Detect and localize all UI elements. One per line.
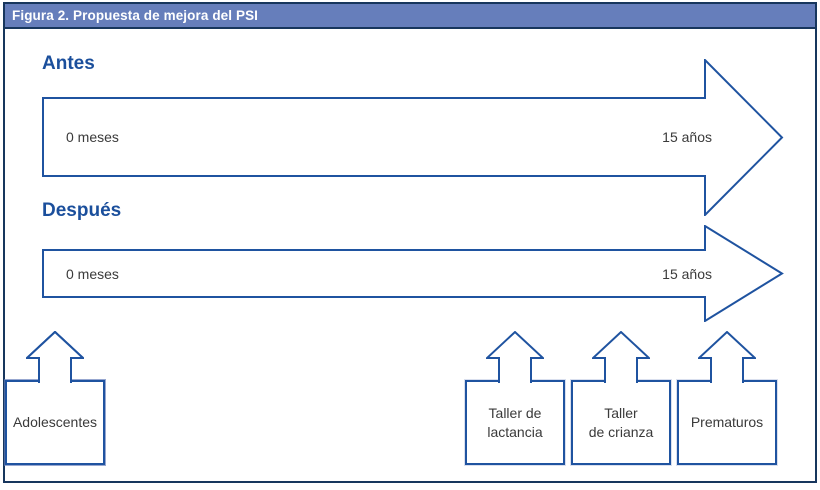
program-taller-crianza: Taller de crianza	[571, 331, 671, 465]
timeline-start-label: 0 meses	[66, 129, 119, 145]
up-arrow-icon	[698, 331, 756, 383]
program-prematuros: Prematuros	[677, 331, 777, 465]
timeline-end-label: 15 años	[662, 129, 712, 145]
right-arrow-icon	[42, 225, 784, 322]
program-box: Adolescentes	[5, 380, 105, 465]
figure-caption: Propuesta de mejora del PSI	[69, 8, 259, 23]
figure-frame: Figura 2. Propuesta de mejora del PSI An…	[3, 2, 817, 483]
program-box: Prematuros	[677, 380, 777, 465]
timeline-despues-title: Después	[42, 200, 122, 221]
program-label: Prematuros	[690, 414, 764, 431]
timeline-antes: 0 meses 15 años	[42, 59, 784, 216]
program-label: Adolescentes	[12, 414, 98, 431]
program-box: Taller de lactancia	[465, 380, 565, 465]
up-arrow-icon	[486, 331, 544, 383]
timeline-despues: 0 meses 15 años	[42, 225, 784, 322]
up-arrow-icon	[592, 331, 650, 383]
right-arrow-icon	[42, 59, 784, 216]
figure-body: Antes 0 meses 15 años Después 0 meses 15…	[5, 29, 815, 479]
program-box: Taller de crianza	[571, 380, 671, 465]
program-label: Taller de lactancia	[487, 404, 543, 440]
figure-header: Figura 2. Propuesta de mejora del PSI	[5, 4, 815, 29]
timeline-start-label: 0 meses	[66, 265, 119, 282]
program-taller-lactancia: Taller de lactancia	[465, 331, 565, 465]
timeline-end-label: 15 años	[662, 265, 712, 282]
figure-number: Figura 2.	[12, 8, 70, 23]
program-adolescentes: Adolescentes	[5, 331, 105, 465]
up-arrow-icon	[26, 331, 84, 383]
program-label: Taller de crianza	[588, 404, 654, 440]
timeline-antes-title: Antes	[42, 53, 95, 74]
